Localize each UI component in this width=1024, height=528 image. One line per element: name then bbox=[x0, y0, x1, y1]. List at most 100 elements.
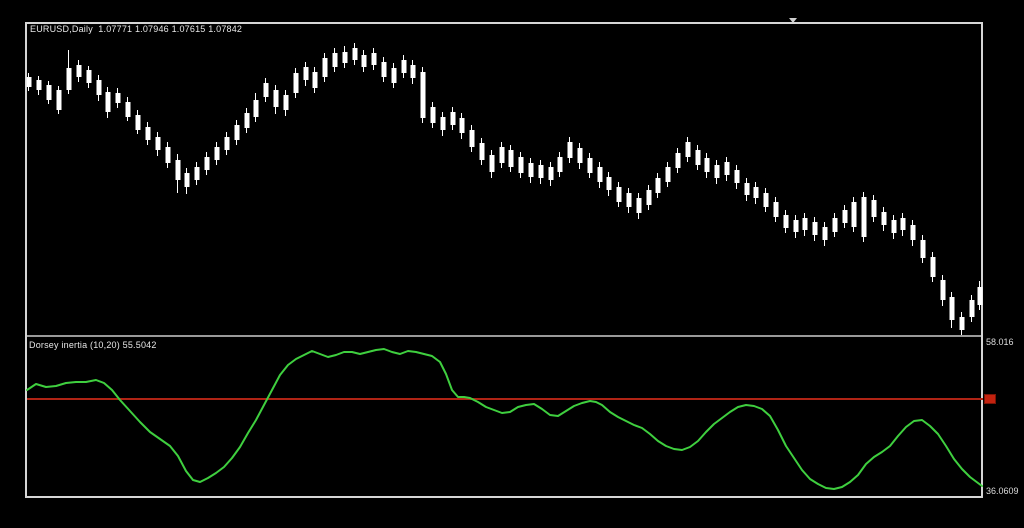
candle-body bbox=[36, 80, 42, 90]
candle-body bbox=[244, 113, 250, 128]
candle-body bbox=[342, 52, 348, 63]
candle-body bbox=[626, 193, 632, 207]
candle-body bbox=[450, 112, 456, 125]
candle-body bbox=[528, 163, 534, 177]
candle-body bbox=[606, 177, 612, 190]
candle-body bbox=[234, 125, 240, 140]
indicator-series bbox=[26, 348, 983, 490]
candle-body bbox=[881, 212, 887, 225]
candle-body bbox=[391, 68, 397, 83]
candle-body bbox=[812, 222, 818, 235]
candle-body bbox=[734, 170, 740, 183]
candle-body bbox=[940, 280, 946, 300]
candle-body bbox=[773, 202, 779, 217]
candle-body bbox=[616, 187, 622, 202]
indicator-label: Dorsey inertia (10,20) 55.5042 bbox=[29, 340, 157, 350]
candle-body bbox=[499, 147, 505, 163]
candle-body bbox=[105, 92, 111, 112]
indicator-scale-max: 58.016 bbox=[986, 337, 1014, 347]
candle-body bbox=[832, 218, 838, 232]
candle-body bbox=[753, 187, 759, 198]
candle-body bbox=[26, 77, 32, 87]
candle-body bbox=[135, 115, 141, 130]
chart-shift-marker[interactable] bbox=[789, 18, 797, 23]
candle-body bbox=[469, 130, 475, 147]
level-line-price-marker bbox=[984, 394, 996, 404]
candle-body bbox=[665, 167, 671, 182]
candle-body bbox=[900, 218, 906, 230]
candle-body bbox=[46, 85, 52, 100]
candle-body bbox=[538, 165, 544, 178]
candle-body bbox=[646, 190, 652, 205]
candle-body bbox=[410, 65, 416, 78]
candle-body bbox=[263, 83, 269, 97]
candle-body bbox=[283, 95, 289, 110]
candle-body bbox=[371, 53, 377, 65]
candle-body bbox=[312, 72, 318, 88]
candle-body bbox=[430, 107, 436, 123]
candle-body bbox=[293, 73, 299, 93]
symbol-ohlc-label: EURUSD,Daily 1.07771 1.07946 1.07615 1.0… bbox=[30, 24, 243, 34]
candle-body bbox=[253, 100, 259, 117]
candle-body bbox=[704, 158, 710, 172]
pane-resize-separator[interactable] bbox=[27, 335, 981, 337]
candle-body bbox=[401, 60, 407, 73]
candle-body bbox=[66, 68, 72, 90]
candle-body bbox=[920, 240, 926, 258]
candle-body bbox=[685, 142, 691, 157]
candle-body bbox=[204, 157, 210, 170]
candle-body bbox=[273, 90, 279, 107]
candle-body bbox=[86, 70, 92, 83]
candle-body bbox=[184, 173, 190, 187]
candle-body bbox=[489, 155, 495, 172]
candle-body bbox=[822, 227, 828, 240]
candle-body bbox=[76, 65, 82, 77]
candle-body bbox=[175, 160, 181, 180]
candlestick-series bbox=[26, 43, 983, 335]
candle-body bbox=[508, 150, 514, 167]
candle-body bbox=[763, 193, 769, 207]
candle-body bbox=[479, 143, 485, 160]
candle-body bbox=[56, 90, 62, 110]
candle-body bbox=[861, 197, 867, 237]
candle-body bbox=[194, 167, 200, 180]
candle-body bbox=[930, 257, 936, 277]
chart-window[interactable] bbox=[25, 22, 983, 498]
candle-body bbox=[115, 93, 121, 103]
candle-body bbox=[851, 202, 857, 227]
candle-body bbox=[802, 218, 808, 230]
candle-body bbox=[381, 62, 387, 77]
candle-body bbox=[557, 157, 563, 172]
candle-body bbox=[724, 162, 730, 175]
candle-body bbox=[597, 167, 603, 182]
candle-body bbox=[977, 287, 983, 305]
candle-body bbox=[949, 297, 955, 320]
indicator-line bbox=[26, 348, 983, 490]
candle-body bbox=[891, 220, 897, 233]
candle-body bbox=[655, 178, 661, 193]
candle-body bbox=[744, 183, 750, 195]
candle-body bbox=[214, 147, 220, 160]
candle-body bbox=[714, 165, 720, 178]
candle-body bbox=[332, 53, 338, 67]
candle-body bbox=[959, 317, 965, 330]
candle-body bbox=[548, 167, 554, 180]
candle-body bbox=[155, 137, 161, 150]
candle-body bbox=[969, 300, 975, 317]
candle-body bbox=[783, 215, 789, 228]
candle-body bbox=[793, 220, 799, 232]
candle-body bbox=[518, 157, 524, 173]
candle-body bbox=[352, 48, 358, 60]
candle-body bbox=[636, 198, 642, 213]
indicator-scale-min: 36.0609 bbox=[986, 486, 1019, 496]
candle-body bbox=[871, 200, 877, 217]
candle-body bbox=[303, 67, 309, 80]
candle-body bbox=[145, 127, 151, 140]
candle-body bbox=[125, 102, 131, 117]
candle-body bbox=[587, 158, 593, 173]
candle-body bbox=[567, 142, 573, 158]
candle-body bbox=[224, 137, 230, 150]
candle-body bbox=[322, 58, 328, 77]
